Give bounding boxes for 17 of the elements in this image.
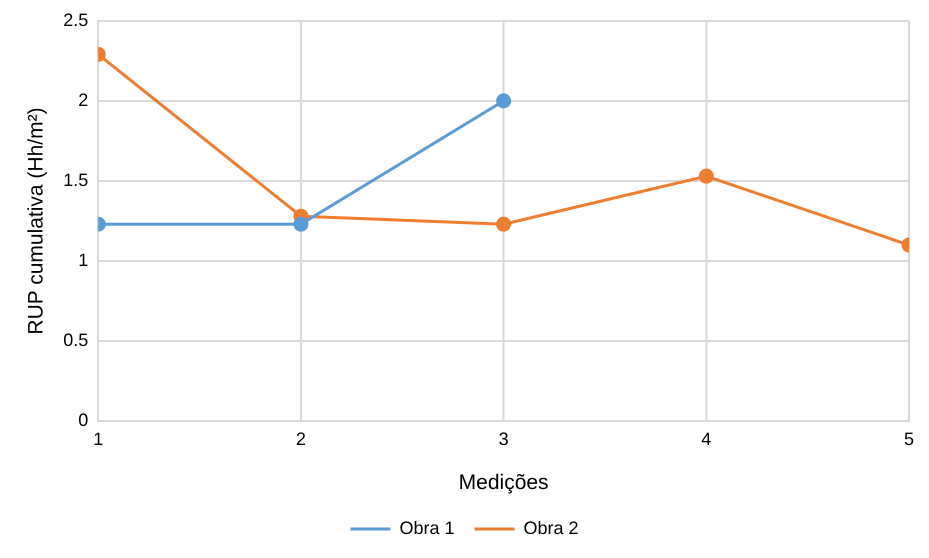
x-tick-label: 5 (904, 428, 914, 449)
legend-label: Obra 2 (524, 518, 579, 538)
x-tick-label: 2 (296, 428, 306, 449)
y-tick-label: 2 (78, 90, 88, 110)
y-tick-label: 0.5 (63, 330, 88, 350)
x-axis-title: Medições (458, 471, 549, 494)
x-tick-label: 4 (701, 428, 712, 449)
y-tick-label: 2.5 (63, 10, 88, 30)
y-axis-title: RUP cumulativa (Hh/m²) (24, 107, 48, 335)
point (496, 216, 512, 232)
y-tick-label: 1.5 (63, 170, 88, 190)
legend-label: Obra 1 (399, 518, 455, 538)
x-tick-label: 1 (93, 428, 104, 449)
x-tick-label: 3 (498, 428, 509, 449)
y-tick-label: 0 (78, 410, 88, 430)
point (496, 93, 512, 108)
y-tick-label: 1 (78, 250, 88, 270)
